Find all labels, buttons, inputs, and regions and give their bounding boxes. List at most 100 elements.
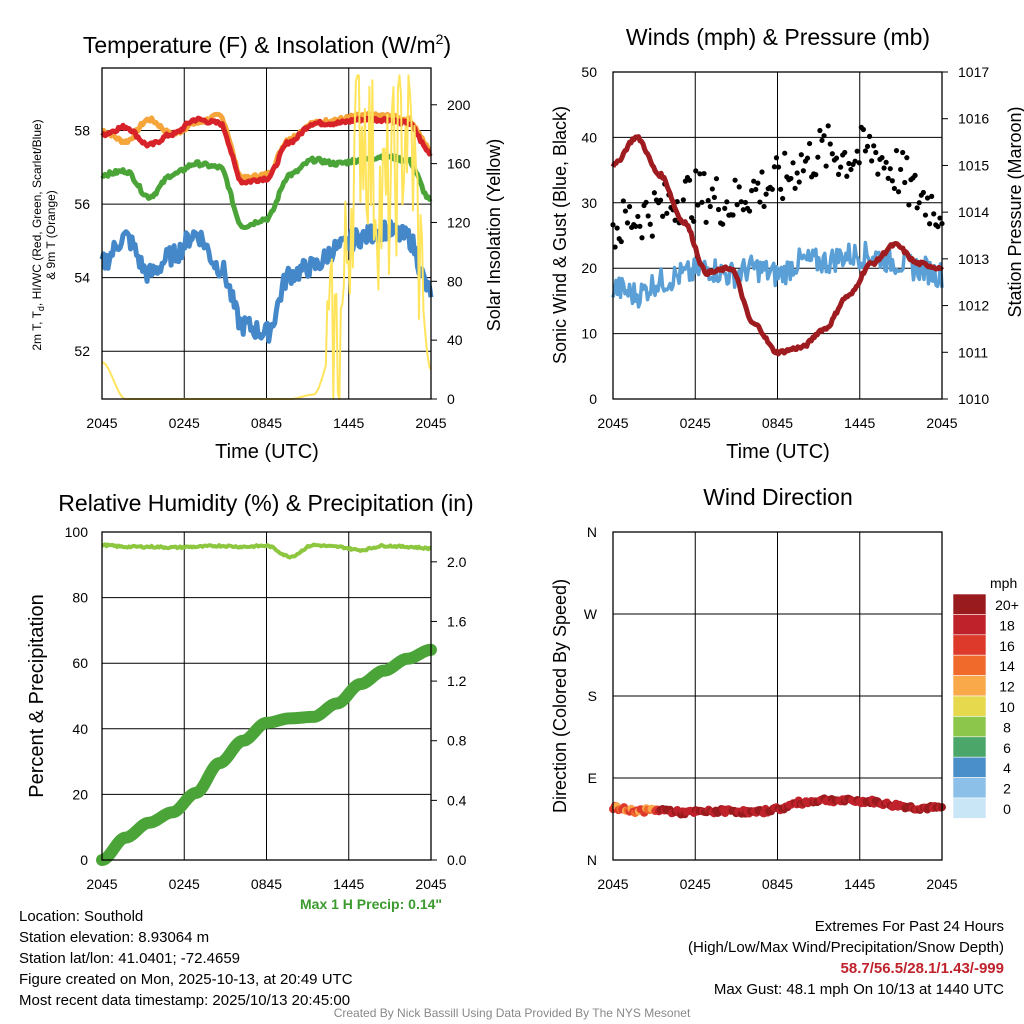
x-tick-label: 2045 <box>415 415 446 431</box>
gust-point <box>637 223 643 229</box>
y2-tick-label: 1015 <box>958 157 989 173</box>
gust-point <box>680 197 686 203</box>
y-tick-label: N <box>587 524 597 540</box>
gust-point <box>769 186 775 192</box>
series-line-9m-t <box>101 111 432 183</box>
gust-point <box>813 172 819 178</box>
gust-point <box>651 190 657 196</box>
gust-point <box>920 189 926 196</box>
gust-point <box>815 154 821 160</box>
gust-point <box>926 221 933 227</box>
y-tick-label: W <box>584 606 598 622</box>
y-tick-label: 30 <box>581 195 597 211</box>
y2-tick-label: 200 <box>447 97 471 113</box>
gust-point <box>796 179 802 185</box>
gust-point <box>618 238 624 245</box>
x-tick-label: 0845 <box>762 415 793 431</box>
chart-panel-2: 2045 0245 0845 1445 204501020304050101010111… <box>581 64 989 431</box>
gust-point <box>686 177 693 183</box>
gust-point <box>643 199 649 205</box>
wind-chart-title: Winds (mph) & Pressure (mb) <box>626 24 930 50</box>
gust-point <box>817 127 823 134</box>
temp-xlabel: Time (UTC) <box>215 441 319 463</box>
gust-point <box>937 215 943 221</box>
plot-frame <box>101 67 432 400</box>
plot-frame <box>101 531 432 861</box>
y-tick-label: 40 <box>72 721 88 737</box>
plot-frame <box>612 71 943 400</box>
gust-point <box>825 123 831 129</box>
gust-point <box>833 155 840 161</box>
legend-label: 0 <box>1003 801 1011 817</box>
legend-swatch <box>952 654 987 676</box>
gust-point <box>854 148 860 154</box>
gust-point <box>871 143 877 149</box>
gust-point <box>693 168 699 174</box>
y2-tick-label: 80 <box>447 273 463 289</box>
legend-swatch <box>952 716 987 738</box>
rh-ylabel: Percent & Precipitation <box>26 594 48 797</box>
gust-point <box>753 186 759 193</box>
gust-point <box>759 169 765 175</box>
y-tick-label: N <box>587 852 597 868</box>
legend-label: 18 <box>999 617 1015 633</box>
gust-point <box>806 140 813 147</box>
gust-point <box>804 155 811 161</box>
gust-point <box>699 199 705 205</box>
created-text: Figure created on Mon, 2025-10-13, at 20… <box>19 971 353 988</box>
y2-tick-label: 0 <box>447 391 455 407</box>
gust-point <box>701 170 707 177</box>
y2-tick-label: 0.0 <box>447 852 467 868</box>
gust-point <box>703 219 709 225</box>
series-line-sonic-wind <box>611 240 944 309</box>
x-tick-label: 1445 <box>333 415 364 431</box>
y2-tick-label: 1013 <box>958 251 989 267</box>
gust-point <box>862 148 869 154</box>
recent-data-text: Most recent data timestamp: 2025/10/13 2… <box>19 992 351 1009</box>
series-line-td <box>100 151 433 231</box>
location-text: Location: Southold <box>19 908 144 925</box>
y2-tick-label: 1012 <box>958 298 989 314</box>
gust-point <box>742 199 749 206</box>
y2-tick-label: 1010 <box>958 391 989 407</box>
gust-point <box>746 208 753 214</box>
gust-point <box>844 173 850 179</box>
gust-point <box>912 172 918 178</box>
y-tick-label: 50 <box>581 64 597 80</box>
wind-y2label: Station Pressure (Maroon) <box>1005 106 1024 317</box>
gust-point <box>881 165 887 171</box>
legend-title: mph <box>990 575 1017 591</box>
gust-point <box>763 191 769 197</box>
y-tick-label: 40 <box>581 129 597 145</box>
legend-label: 2 <box>1003 781 1011 797</box>
gust-point <box>860 126 866 133</box>
gust-point <box>782 150 788 156</box>
gust-point <box>705 197 711 204</box>
gust-point <box>891 185 898 192</box>
gust-point <box>819 137 825 143</box>
gust-point <box>846 160 852 167</box>
gust-point <box>869 158 875 164</box>
gust-point <box>823 163 829 169</box>
gust-point <box>657 197 664 203</box>
gust-point <box>866 133 873 139</box>
y-tick-label: 0 <box>589 391 597 407</box>
gust-point <box>914 205 920 211</box>
gust-point <box>842 149 848 156</box>
legend-swatch <box>952 736 987 758</box>
y-tick-label: S <box>588 688 597 704</box>
gust-point <box>800 168 806 174</box>
series-line-station-pressure <box>610 134 945 357</box>
gust-point <box>672 217 678 223</box>
y2-tick-label: 120 <box>447 214 471 230</box>
legend-swatch <box>952 797 987 819</box>
gust-point <box>902 179 908 186</box>
x-tick-label: 0245 <box>169 415 200 431</box>
gust-point <box>780 195 786 202</box>
gust-point <box>821 133 827 139</box>
temp-ylabel-line1: 2m T, Td, HI/WC (Red, Green, Scarlet/Blu… <box>30 119 46 350</box>
gust-point <box>935 223 941 230</box>
y-tick-label: 58 <box>74 123 90 139</box>
gust-point <box>635 213 641 220</box>
